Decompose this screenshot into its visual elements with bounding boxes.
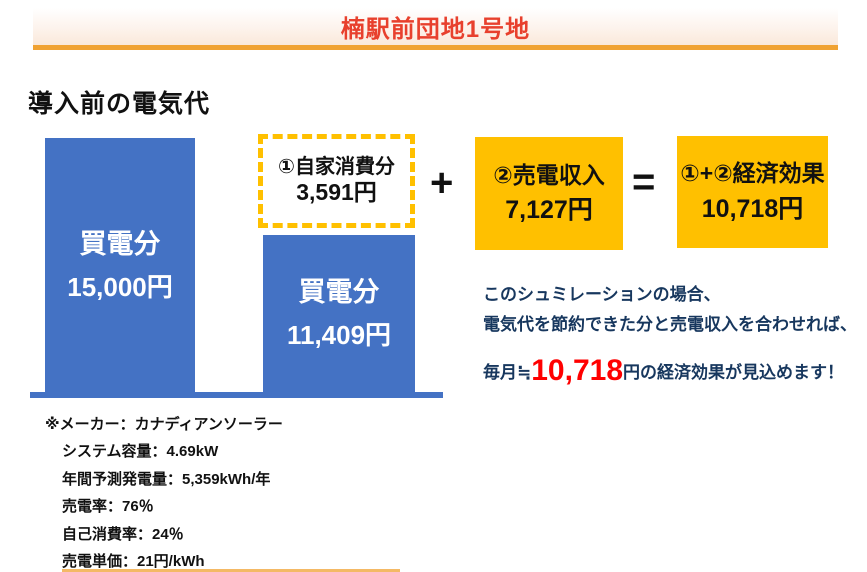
sale-income-box: ②売電収入 7,127円 [475,137,623,250]
plus-sign: + [430,161,454,205]
self-consumption-box: ①自家消費分 3,591円 [258,134,415,228]
note-maker: ※メーカー：カナディアンソーラー [45,416,283,433]
bar-after-value: 11,409円 [286,320,392,350]
bottom-rule [62,569,400,572]
bar-after-purchase: 買電分 11,409円 [263,235,415,392]
sale-income-label: ②売電収入 [493,161,605,188]
header-band: 楠駅前団地1号地 [33,8,838,50]
summary-line3-prefix: 毎月≒ [483,362,532,382]
section-heading: 導入前の電気代 [28,90,211,118]
spec-notes: ※メーカー：カナディアンソーラー システム容量：4.69kW 年間予測発電量：5… [45,411,283,572]
self-consumption-label: ①自家消費分 [278,156,395,179]
self-consumption-value: 3,591円 [296,179,377,206]
note-sale-rate: 売電率：76％ [62,498,154,516]
note-capacity: システム容量：4.69kW [62,443,219,461]
chart-baseline [30,392,443,398]
economic-effect-label: ①+②経済効果 [680,160,825,187]
bar-before-label: 買電分 [79,228,161,259]
summary-line-3: 毎月≒10,718円の経済効果が見込めます！ [483,344,863,397]
bar-after-label: 買電分 [298,277,380,307]
sale-income-value: 7,127円 [505,196,593,225]
summary-line-1: このシュミレーションの場合、 [483,285,721,304]
note-annual-generation: 年間予測発電量：5,359kWh/年 [62,470,271,488]
economic-effect-box: ①+②経済効果 10,718円 [677,136,828,248]
summary-line3-suffix: 円の経済効果が見込めます！ [623,362,845,382]
equals-sign: = [632,160,656,204]
note-sale-unit-price: 売電単価：21円/kWh [62,553,205,571]
bar-before-purchase: 買電分 15,000円 [45,138,195,392]
summary-line-2: 電気代を節約できた分と売電収入を合わせれば、 [483,315,857,335]
economic-effect-value: 10,718円 [701,194,804,223]
bar-before-value: 15,000円 [67,271,173,302]
summary-text: このシュミレーションの場合、 電気代を節約できた分と売電収入を合わせれば、 毎月… [483,280,863,397]
page-title: 楠駅前団地1号地 [340,16,531,43]
summary-highlight-amount: 10,718 [531,353,624,387]
note-self-consumption-rate: 自己消費率：24％ [62,525,184,543]
